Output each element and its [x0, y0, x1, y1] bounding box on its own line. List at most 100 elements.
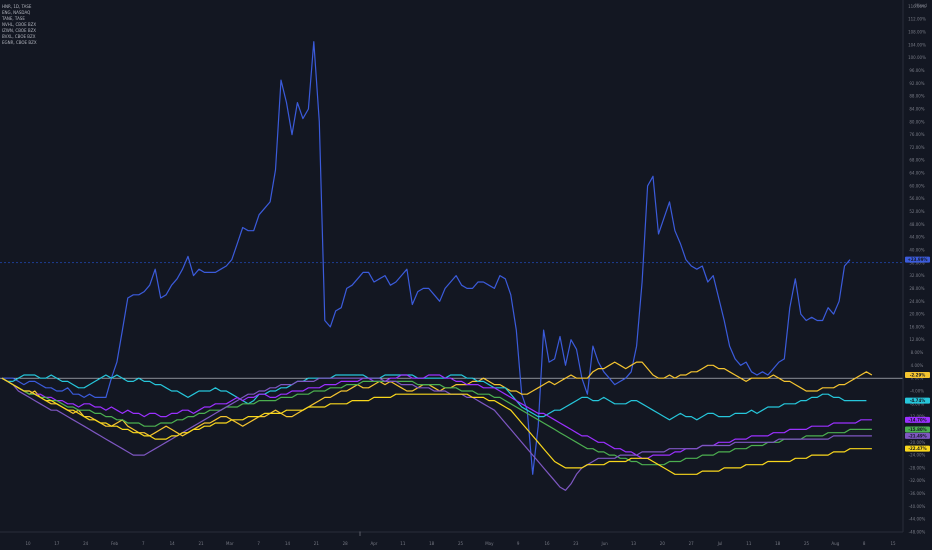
legend-entry: EGNR, CBOE BZX — [2, 40, 37, 45]
y-tick-label: 92.00% — [909, 81, 924, 86]
price-tag-text: -2.29% — [910, 372, 926, 377]
y-tick-label: 112.00% — [908, 17, 926, 22]
y-tick-label: 44.00% — [909, 235, 924, 240]
price-tag — [905, 371, 930, 378]
price-tag-text: -22.47% — [908, 446, 926, 451]
x-tick-label: 18 — [775, 541, 781, 546]
y-tick-label: 72.00% — [909, 145, 924, 150]
y-tick-label: 8.00% — [911, 350, 924, 355]
y-tick-label: -36.00% — [909, 491, 926, 496]
y-tick-label: -48.00% — [909, 530, 926, 535]
x-tick-label: 11 — [746, 541, 752, 546]
legend-entry: ENG, NASDAQ — [2, 10, 30, 15]
series-line-4 — [1, 374, 872, 459]
y-axis[interactable]: 116.00% 112.00% 108.00% 104.00% 100.00% 96.00… — [902, 0, 927, 535]
x-tick-label: 8 — [863, 541, 866, 546]
x-tick-label: 14 — [170, 541, 176, 546]
y-tick-label: 68.00% — [909, 158, 924, 163]
x-tick-label: 24 — [83, 541, 89, 546]
price-tag-text: -21.49% — [908, 433, 926, 438]
series-line-5 — [1, 377, 872, 466]
x-tick-label: 11 — [400, 541, 406, 546]
y-tick-label: 76.00% — [909, 132, 924, 137]
y-tick-label: 96.00% — [909, 68, 924, 73]
x-tick-label: 15 — [890, 541, 896, 546]
x-tick-label: 18 — [429, 541, 435, 546]
x-tick-label: 21 — [314, 541, 320, 546]
y-tick-label: 100.00% — [908, 55, 926, 60]
x-axis[interactable]: 10 17 24 Feb 7 14 21 Mar 7 14 21 28 Apr 11 18 25 May 9 16 2… — [0, 531, 903, 546]
x-tick-label: 28 — [343, 541, 349, 546]
price-tag-text: -4.74% — [910, 398, 926, 403]
price-tag — [905, 432, 930, 439]
y-tick-label: -4.00% — [910, 388, 924, 393]
marker-glyph[interactable]: || — [359, 531, 362, 536]
x-tick-label: Jul — [717, 541, 723, 546]
y-tick-label: 32.00% — [909, 273, 924, 278]
legend-entry: HNR, 1D, TASE — [2, 4, 32, 9]
y-tick-label: 24.00% — [909, 299, 924, 304]
y-tick-label: -8.00% — [910, 401, 924, 406]
x-tick-label: 21 — [198, 541, 204, 546]
price-tag — [905, 416, 930, 423]
x-tick-label: Apr — [371, 541, 378, 546]
y-tick-label: -24.00% — [909, 453, 926, 458]
y-tick-label: -44.00% — [909, 517, 926, 522]
legend-entry: TANE, TASE — [1, 16, 25, 21]
series-line-2 — [1, 361, 873, 437]
price-tag — [905, 445, 930, 452]
x-tick-label: 13 — [631, 541, 637, 546]
y-tick-label: 60.00% — [909, 183, 924, 188]
x-tick-label: 16 — [544, 541, 550, 546]
y-tick-label: 40.00% — [909, 247, 924, 252]
y-tick-label: 48.00% — [909, 222, 924, 227]
y-tick-label: 52.00% — [909, 209, 924, 214]
x-tick-label: 14 — [285, 541, 291, 546]
y-tick-label: 20.00% — [909, 312, 924, 317]
x-tick-label: 23 — [573, 541, 579, 546]
y-tick-label: 84.00% — [909, 106, 924, 111]
price-tag-text: +23.99% — [907, 257, 927, 262]
price-tag-text: -14.70% — [908, 417, 926, 422]
y-tick-label: 64.00% — [909, 171, 924, 176]
price-tag — [905, 397, 930, 404]
x-tick-label: 7 — [257, 541, 260, 546]
series-line-3 — [1, 374, 867, 421]
x-tick-label: Mar — [226, 541, 234, 546]
x-tick-label: 25 — [458, 541, 464, 546]
y-tick-label: 80.00% — [909, 119, 924, 124]
series-layer — [1, 41, 873, 491]
legend-entry: BVXL, CBOE BZX — [2, 34, 36, 39]
price-tag — [905, 426, 930, 433]
y-tick-label: 12.00% — [909, 337, 924, 342]
y-tick-label: -40.00% — [909, 504, 926, 509]
x-tick-label: May — [485, 541, 494, 546]
y-tick-label: -20.00% — [909, 440, 926, 445]
y-tick-label: 36.00% — [909, 260, 924, 265]
legend-entry: NVHL, CBOE BZX — [2, 22, 36, 27]
y-tick-label: 16.00% — [909, 324, 924, 329]
x-tick-label: 17 — [54, 541, 60, 546]
series-line-7 — [1, 377, 872, 475]
x-tick-label: Aug — [831, 541, 839, 546]
x-tick-label: 10 — [25, 541, 31, 546]
y-tick-label: 0.00% — [911, 376, 924, 381]
scale-label: Mixed — [915, 3, 927, 8]
y-tick-label: 56.00% — [909, 196, 924, 201]
y-tick-label: 116.00% — [908, 4, 926, 9]
y-tick-label: 28.00% — [909, 286, 924, 291]
x-tick-label: 7 — [142, 541, 145, 546]
x-tick-label: 25 — [804, 541, 810, 546]
series-line-6 — [1, 377, 872, 491]
x-tick-label: Jun — [601, 541, 609, 546]
y-tick-label: -12.00% — [909, 414, 926, 419]
y-tick-label: 4.00% — [911, 363, 924, 368]
x-tick-label: Feb — [111, 541, 119, 546]
series-line-1 — [2, 41, 851, 475]
y-tick-label: 104.00% — [908, 42, 926, 47]
y-tick-label: -28.00% — [909, 465, 926, 470]
price-tag-text: -15.80% — [908, 427, 926, 432]
